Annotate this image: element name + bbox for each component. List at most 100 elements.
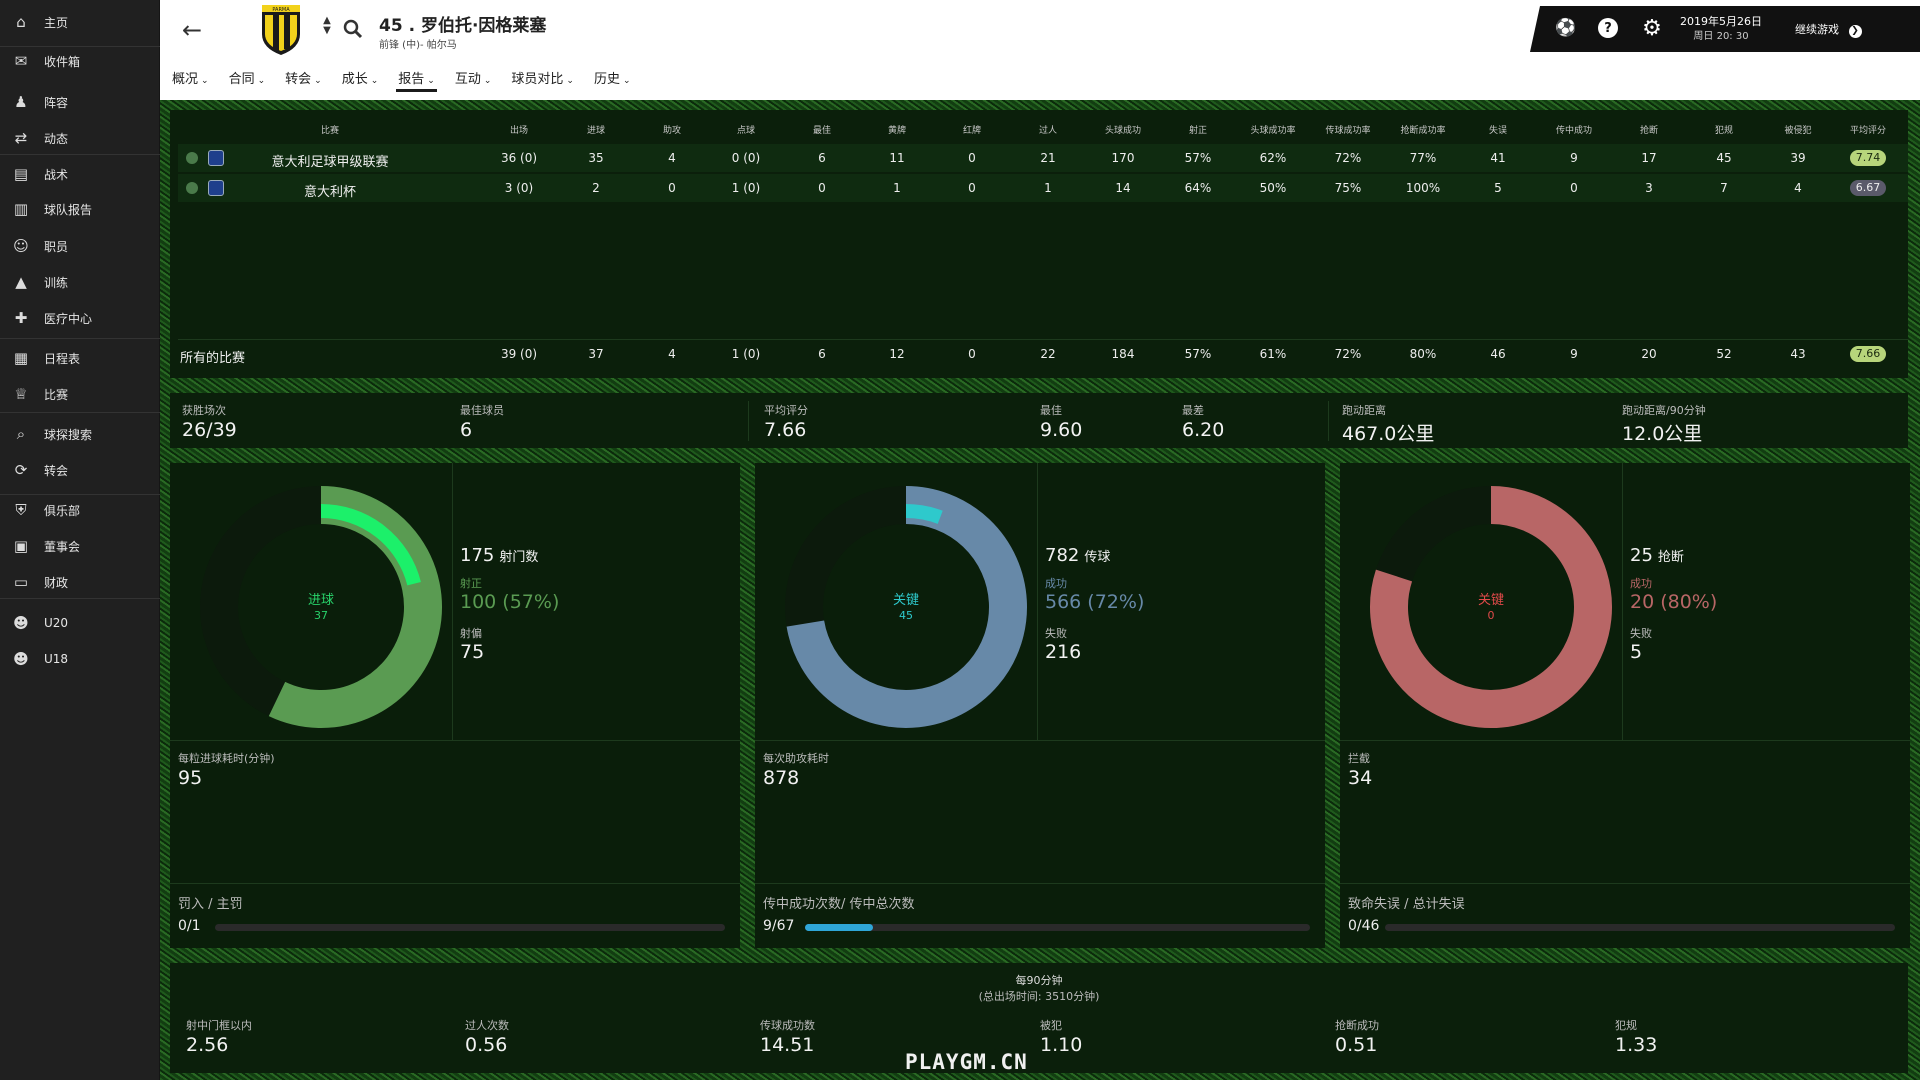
mid-stat-value: 34 [1348, 767, 1373, 789]
column-header[interactable]: 传中成功 [1555, 126, 1592, 136]
competition-name[interactable]: 意大利杯 [303, 185, 356, 200]
sidebar-item-label: 训练 [44, 275, 69, 290]
sidebar-item-label: 医疗中心 [44, 311, 93, 326]
table-cell: 7 [1720, 181, 1728, 195]
table-row[interactable]: 意大利杯 3 (0) 2 0 1 (0) 0 1 0 1 14 64% 50% 75% 100% 5 0 3 7 4… [178, 174, 1908, 202]
sidebar-item-2[interactable]: ♟ 阵容 [0, 87, 160, 117]
column-header[interactable]: 抢断 [1639, 126, 1658, 136]
table-cell: 1 (0) [731, 181, 761, 195]
sidebar-item-11[interactable]: ⌕ 球探搜索 [0, 419, 160, 449]
donut-chart [1370, 486, 1612, 728]
table-cell: 64% [1184, 181, 1212, 195]
table-cell: 0 [818, 181, 826, 195]
chevron-down-icon: ⌄ [483, 76, 492, 86]
sidebar-item-17[interactable]: ☻ U18 [0, 644, 160, 674]
sidebar-item-6[interactable]: ☺ 职员 [0, 231, 160, 261]
column-header[interactable]: 平均评分 [1849, 126, 1886, 136]
player-subtitle: 前锋 (中)- 帕尔马 [379, 40, 457, 51]
divider [170, 740, 740, 741]
positive-label: 射正 [460, 577, 482, 590]
help-icon[interactable]: ? [1596, 16, 1620, 40]
negative-label: 射偏 [460, 627, 482, 640]
tab-1[interactable]: 合同 ⌄ [227, 68, 268, 92]
table-cell: 1 [893, 181, 901, 195]
total-label: 抢断 [1657, 550, 1684, 565]
negative-value: 216 [1045, 641, 1082, 663]
column-header[interactable]: 传球成功率 [1325, 126, 1371, 136]
sidebar-item-7[interactable]: ▲ 训练 [0, 267, 160, 297]
column-header[interactable]: 出场 [509, 126, 528, 136]
table-cell: 57% [1184, 347, 1212, 361]
sidebar-item-16[interactable]: ☻ U20 [0, 608, 160, 638]
donut-arc [1370, 486, 1612, 728]
sidebar-item-12[interactable]: ⟳ 转会 [0, 455, 160, 485]
column-header[interactable]: 犯规 [1714, 126, 1733, 136]
per90-label: 传球成功数 [760, 1019, 815, 1032]
positive-value: 566 (72%) [1045, 591, 1145, 613]
table-cell: 0 [968, 347, 976, 361]
column-header[interactable]: 比赛 [320, 126, 339, 136]
sidebar-item-0[interactable]: ⌂ 主页 [0, 7, 160, 37]
avg-rating-value: 7.66 [764, 419, 807, 441]
search-icon[interactable] [342, 18, 364, 40]
wins-label: 获胜场次 [182, 404, 226, 417]
sidebar-item-13[interactable]: ⛨ 俱乐部 [0, 495, 160, 525]
gear-icon[interactable]: ⚙ [1642, 15, 1662, 41]
column-header[interactable]: 头球成功率 [1250, 126, 1296, 136]
prev-next-player-icon[interactable]: ▲ ▼ [323, 15, 331, 36]
table-row[interactable]: 意大利足球甲级联赛 36 (0) 35 4 0 (0) 6 11 0 21 170 57% 62% 72… [178, 144, 1908, 172]
sidebar-item-4[interactable]: ▤ 战术 [0, 159, 160, 189]
table-cell: 9 [1570, 151, 1578, 165]
column-header[interactable]: 最佳 [812, 126, 831, 136]
table-cell: 39 (0) [500, 347, 538, 361]
continue-button[interactable]: 继续游戏 ❯ [1795, 21, 1862, 38]
column-header[interactable]: 过人 [1038, 126, 1057, 136]
tab-0[interactable]: 概况 ⌄ [170, 68, 211, 92]
sidebar-item-9[interactable]: ▦ 日程表 [0, 343, 160, 373]
sidebar-item-3[interactable]: ⇄ 动态 [0, 123, 160, 153]
column-header[interactable]: 红牌 [962, 126, 981, 136]
column-header[interactable]: 助攻 [662, 126, 681, 136]
column-header[interactable]: 被侵犯 [1784, 126, 1812, 136]
worst-rating-value: 6.20 [1182, 419, 1225, 441]
back-arrow-icon[interactable]: ← [181, 16, 203, 44]
club-crest: PARMA [260, 4, 302, 56]
table-cell: 45 [1716, 151, 1732, 165]
column-header[interactable]: 抢断成功率 [1400, 126, 1446, 136]
tab-6[interactable]: 球员对比 ⌄ [509, 68, 576, 92]
report-icon: ▥ [13, 200, 29, 218]
distance90-value: 12.0公里 [1622, 423, 1703, 445]
positive-value: 100 (57%) [460, 591, 560, 613]
sidebar-item-8[interactable]: ✚ 医疗中心 [0, 303, 160, 333]
table-cell: 4 [668, 347, 676, 361]
svg-text:PARMA: PARMA [272, 7, 290, 13]
chevron-down-icon: ⌄ [314, 76, 322, 86]
tab-label: 概况 [172, 72, 199, 87]
column-header[interactable]: 进球 [586, 126, 605, 136]
table-cell: 61% [1259, 347, 1287, 361]
table-cell: 184 [1111, 347, 1135, 361]
time-text: 周日 20: 30 [1693, 31, 1749, 42]
tab-7[interactable]: 历史 ⌄ [592, 68, 633, 92]
column-header[interactable]: 点球 [736, 126, 755, 136]
tab-3[interactable]: 成长 ⌄ [340, 68, 381, 92]
total-label: 所有的比赛 [180, 351, 246, 366]
sidebar-item-15[interactable]: ▭ 财政 [0, 567, 160, 597]
sidebar-item-10[interactable]: ♕ 比赛 [0, 379, 160, 409]
total-stat: 175 射门数 [460, 545, 538, 566]
column-header[interactable]: 黄牌 [887, 126, 906, 136]
tab-4[interactable]: 报告 ⌄ [396, 68, 437, 92]
mid-stat-label: 每粒进球耗时(分钟) [178, 752, 275, 765]
column-header[interactable]: 射正 [1188, 126, 1207, 136]
tab-2[interactable]: 转会 ⌄ [283, 68, 324, 92]
fm-logo-icon[interactable]: ⚽ [1555, 18, 1577, 38]
column-header[interactable]: 头球成功 [1104, 126, 1141, 136]
column-header[interactable]: 失误 [1488, 126, 1507, 136]
sidebar-item-5[interactable]: ▥ 球队报告 [0, 194, 160, 224]
sidebar-item-1[interactable]: ✉ 收件箱 [0, 46, 160, 76]
tab-label: 球员对比 [511, 72, 564, 87]
tab-5[interactable]: 互动 ⌄ [453, 68, 494, 92]
table-cell: 43 [1790, 347, 1806, 361]
sidebar-item-14[interactable]: ▣ 董事会 [0, 531, 160, 561]
competition-name[interactable]: 意大利足球甲级联赛 [271, 155, 389, 170]
